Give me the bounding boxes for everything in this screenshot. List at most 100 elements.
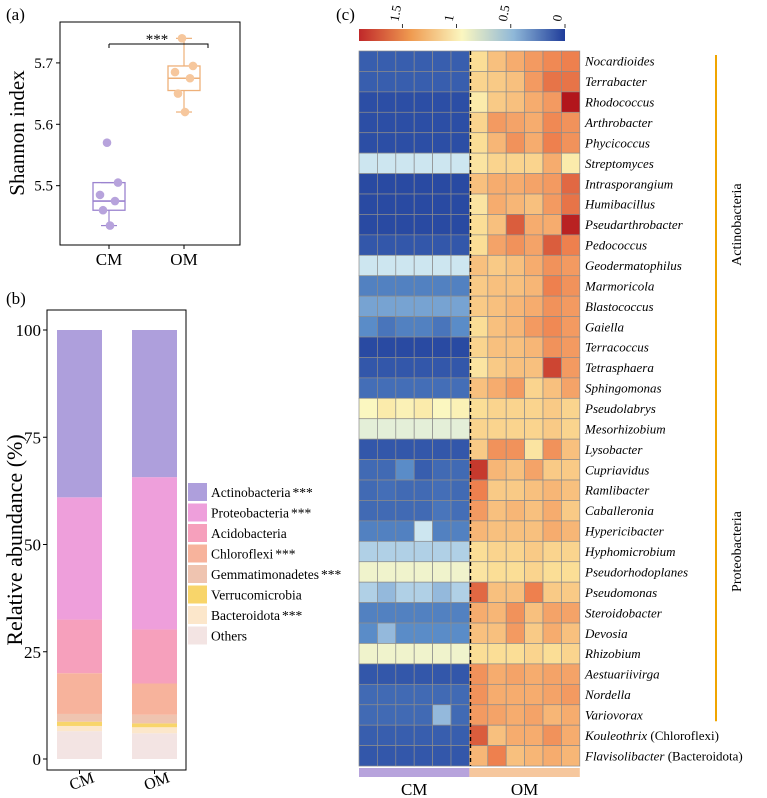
- heatmap-cell: [524, 214, 544, 236]
- row-label: Pseudolabrys: [584, 401, 656, 416]
- bar-segment-gemmatimonadetes: [57, 713, 102, 722]
- heatmap-cell: [487, 111, 507, 134]
- heatmap-cell: [395, 683, 415, 706]
- heatmap-cell: [413, 214, 433, 236]
- heatmap-cell: [561, 500, 581, 522]
- heatmap-cell: [505, 336, 525, 358]
- heatmap-cell: [505, 438, 525, 460]
- heatmap-cell: [469, 152, 489, 174]
- heatmap-cell: [542, 663, 562, 685]
- row-label: Lysobacter: [584, 442, 643, 457]
- heatmap-cell: [395, 663, 415, 685]
- row-label-genus: Phycicoccus: [584, 135, 650, 150]
- heatmap-cell: [561, 234, 581, 256]
- bar-segment-acidobacteria: [57, 619, 102, 674]
- heatmap-cell: [469, 663, 489, 685]
- row-label-genus: Intrasporangium: [584, 176, 673, 191]
- heatmap-cell: [542, 397, 562, 420]
- significance-bracket: ***: [108, 32, 209, 48]
- row-label: Pseudarthrobacter: [584, 217, 684, 232]
- row-label: Ramlibacter: [584, 483, 650, 498]
- bar-segment-proteobacteria: [132, 477, 177, 630]
- row-label: Aestuariivirga: [584, 667, 660, 682]
- heatmap-cell: [358, 459, 378, 481]
- heatmap-cell: [505, 683, 525, 706]
- heatmap-cell: [561, 520, 581, 542]
- heatmap-cell: [505, 540, 525, 563]
- heatmap-cell: [450, 500, 470, 522]
- row-label-genus: Arthrobacter: [584, 115, 653, 130]
- heatmap-cell: [432, 377, 452, 399]
- heatmap-cell: [395, 234, 415, 256]
- heatmap-cell: [524, 316, 544, 338]
- heatmap-cell: [505, 234, 525, 256]
- legend-label: Verrucomicrobia: [211, 588, 302, 603]
- heatmap-cell: [377, 581, 397, 603]
- bar-segment-gemmatimonadetes: [132, 714, 177, 724]
- heatmap-cell: [561, 602, 581, 624]
- bar-segment-actinobacteria: [57, 330, 102, 498]
- row-label-genus: Rhodococcus: [584, 95, 654, 110]
- heatmap-cell: [377, 663, 397, 685]
- heatmap-cell: [487, 234, 507, 256]
- heatmap-cell: [358, 479, 378, 501]
- heatmap-cell: [358, 438, 378, 460]
- heatmap-cell: [542, 520, 562, 542]
- row-label-genus: Terracoccus: [585, 340, 649, 355]
- heatmap-cell: [358, 663, 378, 685]
- heatmap-cell: [432, 561, 452, 583]
- row-label: Marmoricola: [584, 278, 655, 293]
- panel-b-bars: [57, 330, 177, 759]
- data-point: [173, 89, 183, 98]
- heatmap-cell: [505, 622, 525, 644]
- heatmap-cell: [450, 275, 470, 297]
- heatmap-cell: [377, 683, 397, 706]
- heatmap-cell: [542, 193, 562, 215]
- colorbar-tick-label: 0: [549, 14, 565, 23]
- row-label: Sphingomonas: [585, 381, 662, 396]
- row-label-genus: Devosia: [584, 626, 628, 641]
- heatmap-cell: [487, 316, 507, 338]
- heatmap-cell: [542, 459, 562, 481]
- phylum-label: Actinobacteria: [730, 183, 745, 266]
- phylum-annotations: Actinobacteria Proteobacteria: [715, 55, 745, 722]
- row-label-genus: Pseudolabrys: [584, 401, 656, 416]
- heatmap-cell: [505, 663, 525, 685]
- heatmap-cell: [377, 479, 397, 501]
- row-label: Blastococcus: [585, 299, 654, 314]
- row-label-genus: Blastococcus: [585, 299, 654, 314]
- heatmap-row-labels: Nocardioides Terrabacter Rhodococcus Arthro…: [584, 54, 743, 764]
- row-label-genus: Terrabacter: [585, 74, 648, 89]
- data-point: [185, 73, 195, 83]
- panel-a-y-axis-title: Shannon index: [5, 70, 29, 196]
- heatmap-cell: [524, 622, 544, 644]
- heatmap-cell: [487, 561, 507, 583]
- heatmap-cell: [358, 193, 378, 215]
- heatmap-cell: [395, 295, 415, 317]
- heatmap-cell: [432, 193, 452, 215]
- heatmap-cell: [450, 704, 470, 726]
- bar-segment-verrucomicrobia: [132, 723, 177, 728]
- heatmap-cell: [450, 683, 470, 706]
- heatmap-cell: [413, 643, 433, 665]
- heatmap-cell: [542, 745, 562, 767]
- legend-significance: ***: [275, 547, 296, 562]
- heatmap-cell: [542, 500, 562, 522]
- row-label-genus: Kouleothrix: [584, 728, 647, 743]
- heatmap-cell: [487, 479, 507, 501]
- heatmap-cell: [524, 418, 544, 440]
- heatmap-cell: [377, 418, 397, 440]
- heatmap-cell: [524, 50, 544, 72]
- row-label-genus: Tetrasphaera: [585, 360, 654, 375]
- heatmap-cell: [487, 193, 507, 215]
- heatmap-cell: [432, 683, 452, 706]
- heatmap-cell: [377, 152, 397, 174]
- heatmap-cell: [561, 71, 581, 93]
- heatmap-cell: [450, 173, 470, 195]
- heatmap-group-bar: CM OM: [359, 768, 580, 798]
- heatmap-cell: [377, 643, 397, 665]
- legend-label: Acidobacteria: [211, 526, 287, 541]
- heatmap-cell: [561, 91, 581, 113]
- heatmap-cell: [524, 295, 544, 317]
